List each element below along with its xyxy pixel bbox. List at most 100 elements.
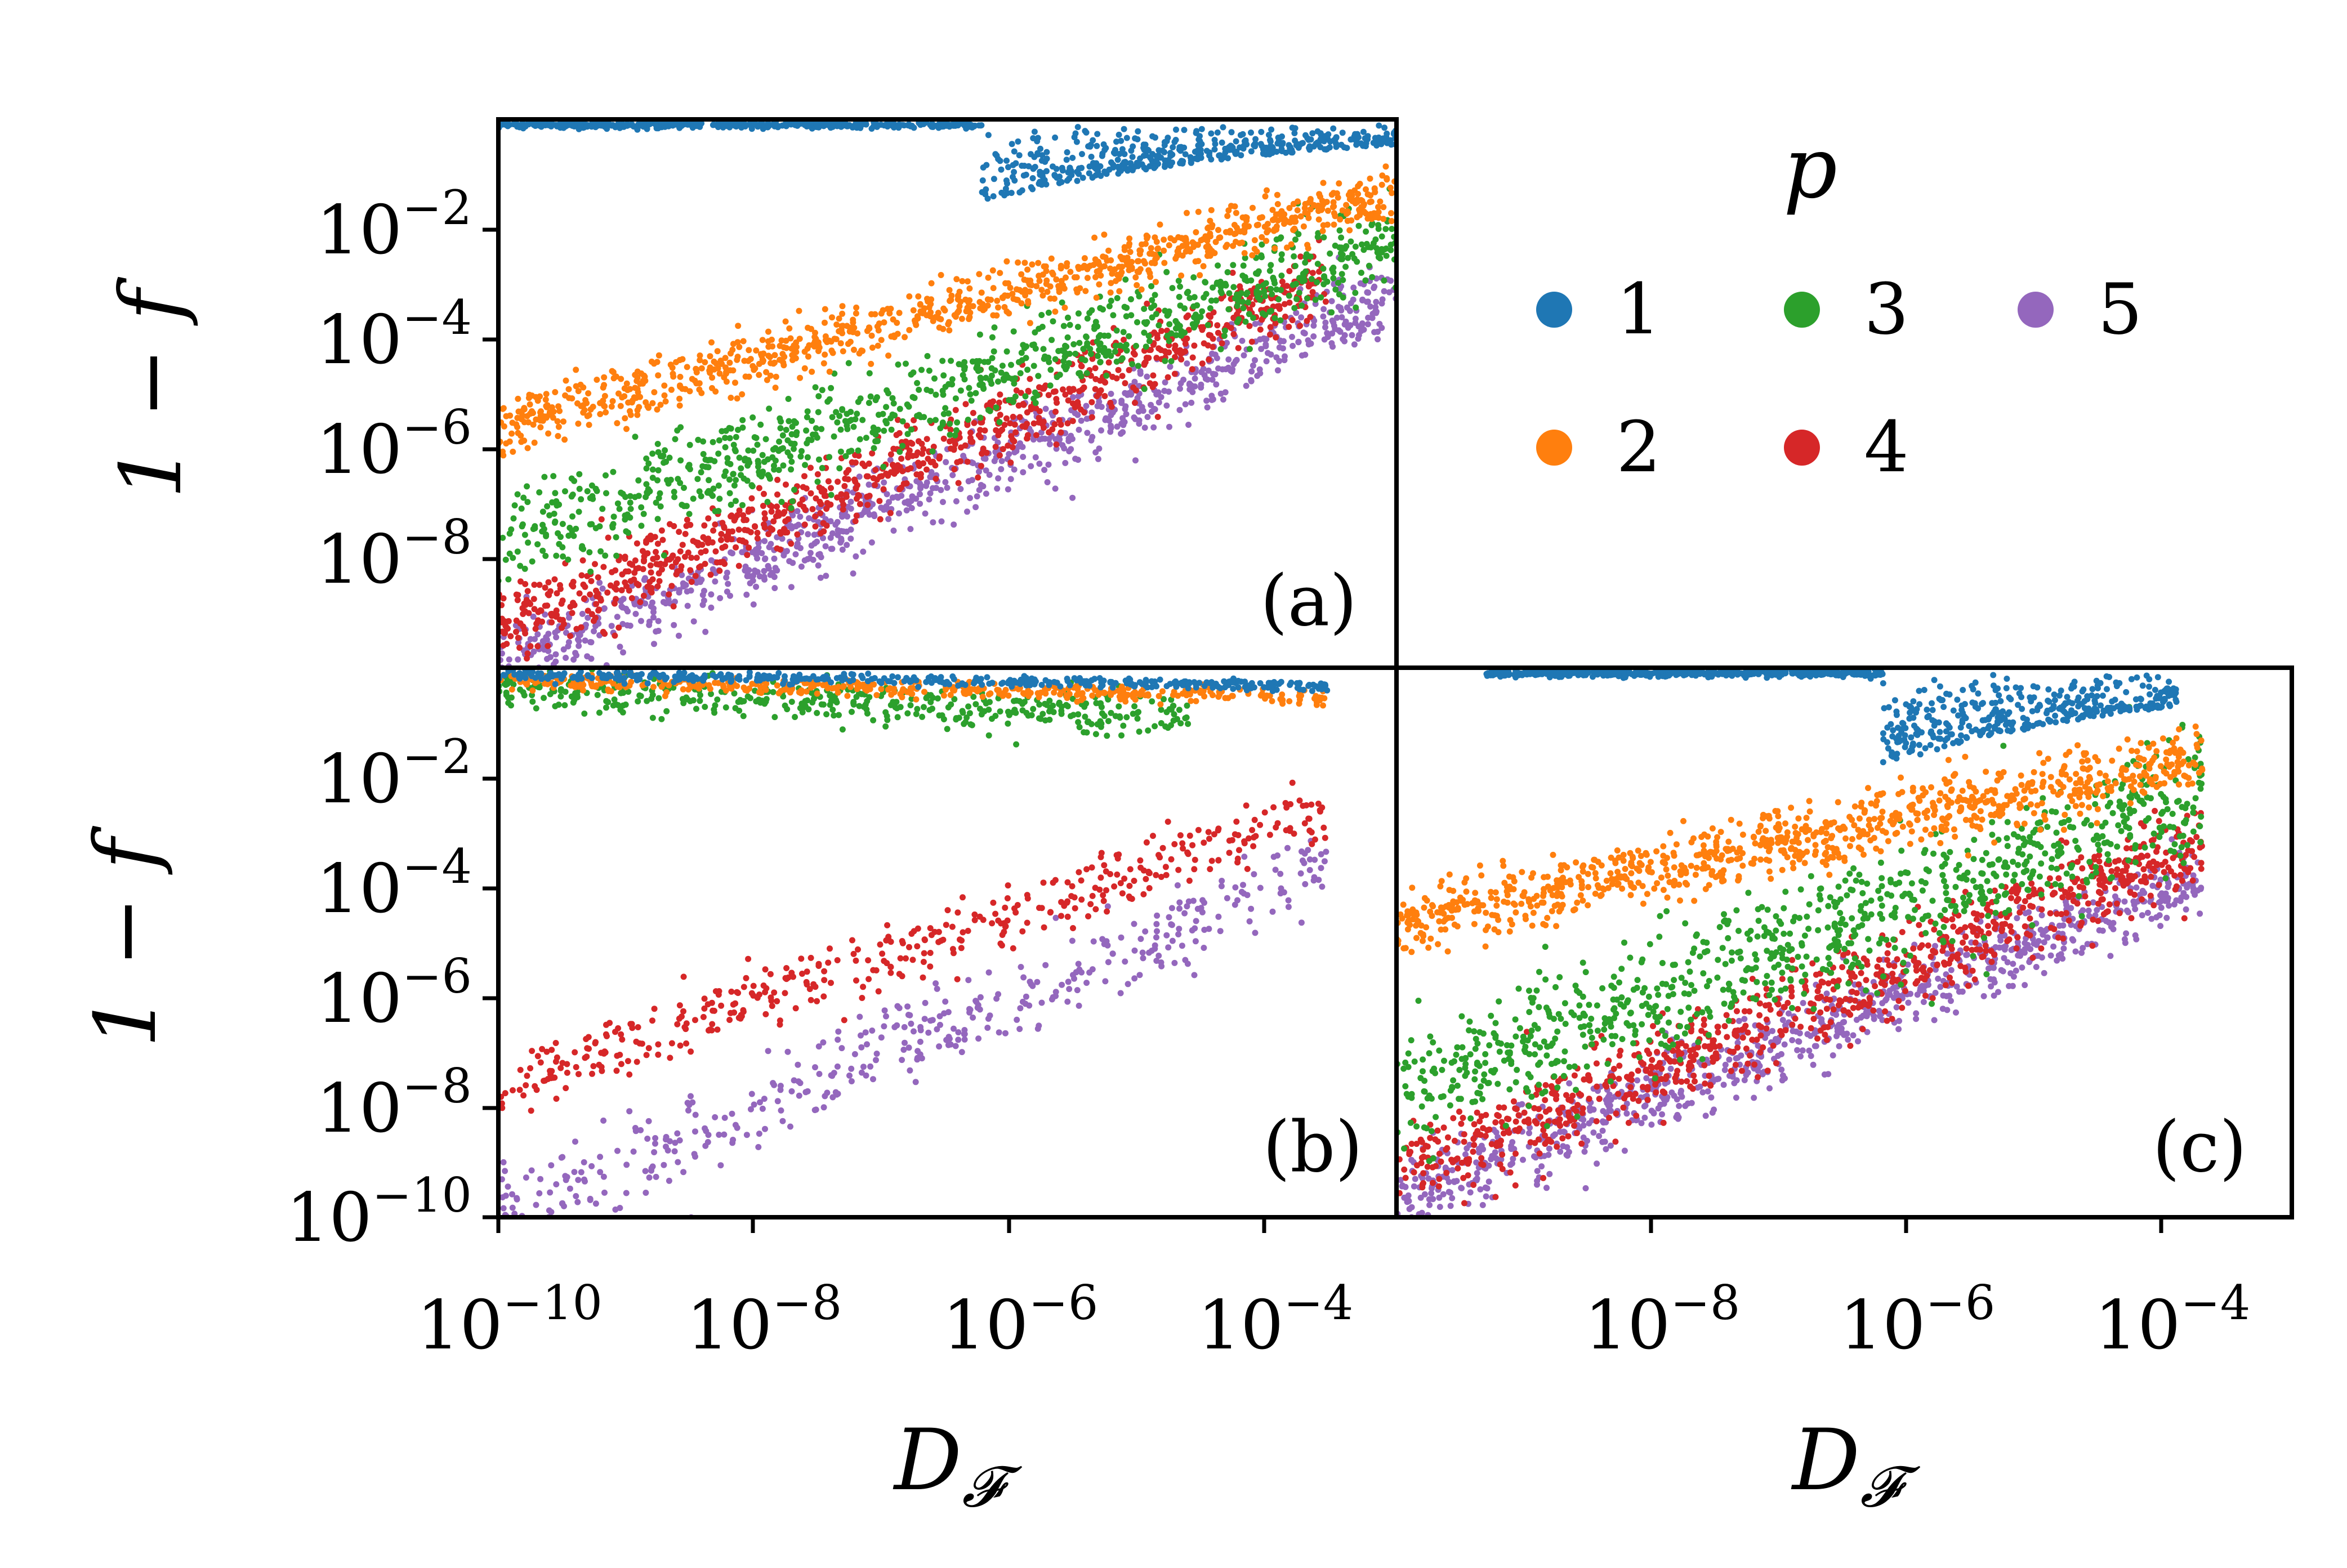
point xyxy=(846,1072,853,1079)
point xyxy=(947,1035,953,1042)
point xyxy=(614,420,621,427)
point xyxy=(1064,177,1070,184)
point xyxy=(1213,297,1220,304)
point xyxy=(692,573,699,579)
point xyxy=(1328,298,1335,305)
point xyxy=(1021,276,1028,283)
point xyxy=(1056,417,1063,423)
point xyxy=(1204,376,1211,383)
point xyxy=(868,360,874,367)
point xyxy=(1279,140,1286,146)
point xyxy=(805,531,811,538)
point xyxy=(998,166,1005,173)
point xyxy=(684,516,690,523)
point xyxy=(1053,441,1060,448)
point xyxy=(965,299,972,306)
point xyxy=(1028,981,1034,988)
point xyxy=(770,518,777,525)
series-p3-panel-a xyxy=(498,185,1396,584)
point xyxy=(858,1044,865,1051)
point xyxy=(1149,297,1155,303)
point xyxy=(674,568,681,575)
point xyxy=(804,345,811,352)
point xyxy=(1215,329,1221,336)
point xyxy=(551,576,558,583)
point xyxy=(1278,272,1285,279)
point xyxy=(1229,270,1236,276)
point xyxy=(1036,384,1042,391)
point xyxy=(1184,903,1190,910)
point xyxy=(1036,272,1042,279)
point xyxy=(731,482,738,489)
point xyxy=(774,491,780,498)
point xyxy=(546,512,553,519)
point xyxy=(964,508,970,515)
point xyxy=(1019,998,1026,1005)
point xyxy=(734,1124,740,1131)
point xyxy=(997,412,1003,418)
point xyxy=(867,1063,874,1070)
point xyxy=(904,466,911,473)
point xyxy=(1086,310,1093,316)
point xyxy=(1043,149,1050,155)
point xyxy=(1178,158,1185,164)
point xyxy=(1242,254,1248,261)
point xyxy=(1122,390,1128,396)
point xyxy=(1158,874,1164,880)
point xyxy=(1118,400,1125,406)
point xyxy=(724,569,730,576)
point xyxy=(637,1127,644,1133)
point xyxy=(865,400,872,406)
point xyxy=(908,505,915,511)
point xyxy=(627,622,633,629)
point xyxy=(967,391,974,397)
point xyxy=(622,415,628,422)
point xyxy=(545,579,552,586)
point xyxy=(1214,129,1221,136)
point xyxy=(932,417,939,423)
point xyxy=(1163,402,1170,409)
point xyxy=(1128,312,1135,319)
point xyxy=(797,120,804,127)
point xyxy=(761,1096,768,1102)
point xyxy=(1189,239,1196,245)
point xyxy=(803,427,810,434)
point xyxy=(1097,172,1104,179)
point xyxy=(697,357,703,364)
point xyxy=(1319,227,1326,234)
point xyxy=(1067,350,1073,357)
point xyxy=(1022,292,1029,299)
point xyxy=(931,375,938,382)
point xyxy=(913,495,920,502)
point xyxy=(909,440,916,447)
point xyxy=(814,471,821,477)
point xyxy=(923,436,930,443)
point xyxy=(756,471,763,478)
point xyxy=(1045,309,1052,316)
point xyxy=(1182,401,1189,408)
point xyxy=(716,1132,722,1138)
point xyxy=(537,409,544,416)
point xyxy=(1067,269,1074,275)
point xyxy=(1285,897,1292,904)
point xyxy=(1218,290,1225,296)
point xyxy=(1078,969,1085,976)
point xyxy=(1292,214,1299,221)
point xyxy=(570,656,577,663)
point xyxy=(1123,135,1130,141)
point xyxy=(1208,396,1215,403)
point xyxy=(507,633,514,640)
point xyxy=(716,495,723,502)
point xyxy=(779,535,786,542)
point xyxy=(1323,146,1329,153)
point xyxy=(804,1088,811,1095)
point xyxy=(521,405,528,412)
point xyxy=(536,1190,543,1196)
point xyxy=(710,121,717,128)
point xyxy=(593,601,600,607)
point xyxy=(926,496,932,503)
point xyxy=(552,389,559,395)
point xyxy=(1018,350,1025,356)
point xyxy=(568,493,575,500)
point xyxy=(601,123,608,130)
